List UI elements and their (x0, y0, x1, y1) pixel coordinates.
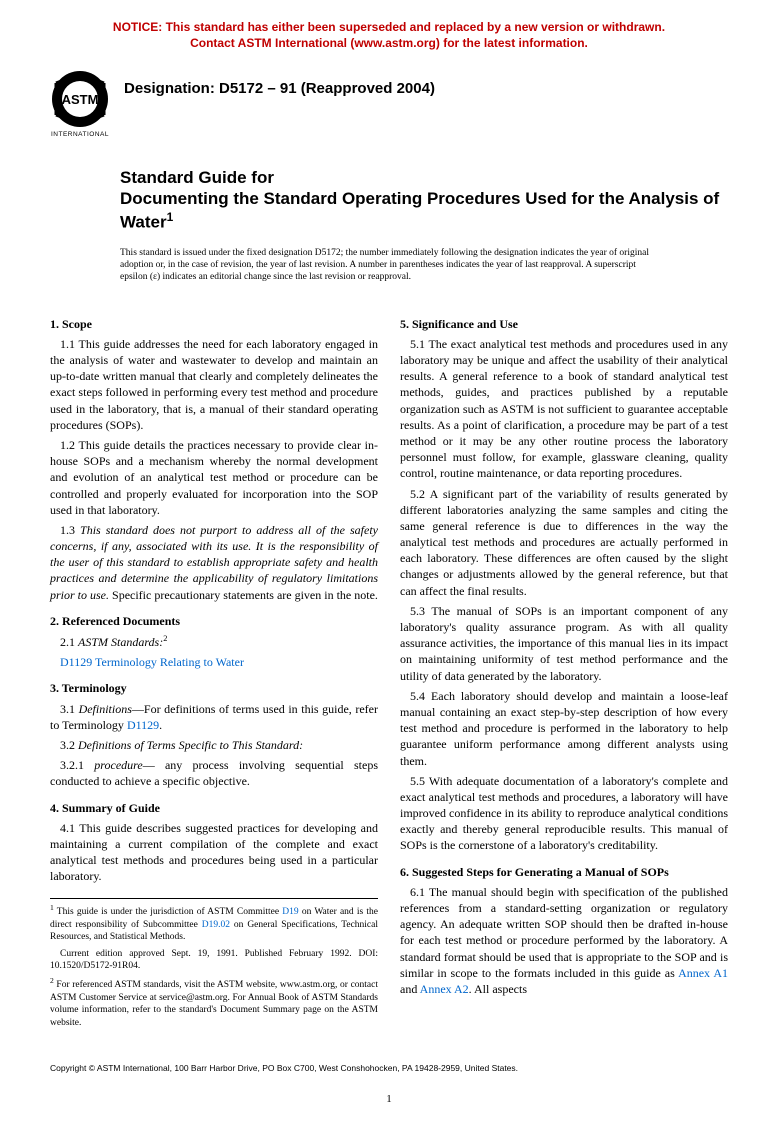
copyright-line: Copyright © ASTM International, 100 Barr… (50, 1063, 728, 1074)
title-footnote-ref: 1 (167, 210, 174, 224)
ref-d1129: D1129 Terminology Relating to Water (50, 654, 378, 670)
notice-line-2: Contact ASTM International (www.astm.org… (190, 36, 588, 50)
section-5-head: 5. Significance and Use (400, 316, 728, 332)
title-block: Standard Guide for Documenting the Stand… (120, 167, 728, 232)
para-6-1-b: and (400, 982, 420, 996)
section-1-head: 1. Scope (50, 316, 378, 332)
link-d1129-b[interactable]: D1129 (127, 718, 159, 732)
para-5-4: 5.4 Each laboratory should develop and m… (400, 688, 728, 769)
para-3-2: 3.2 Definitions of Terms Specific to Thi… (50, 737, 378, 753)
svg-text:INTERNATIONAL: INTERNATIONAL (51, 131, 109, 138)
para-6-1-c: . All aspects (469, 982, 527, 996)
footnote-2: 2 For referenced ASTM standards, visit t… (50, 976, 378, 1029)
link-d1129[interactable]: D1129 (60, 655, 92, 669)
para-3-2-num: 3.2 (60, 738, 78, 752)
para-3-2-italic: Definitions of Terms Specific to This St… (78, 738, 303, 752)
title-main-text: Documenting the Standard Operating Proce… (120, 189, 719, 231)
link-d19-02[interactable]: D19.02 (202, 920, 230, 930)
para-5-2: 5.2 A significant part of the variabilit… (400, 486, 728, 599)
para-3-1-num: 3.1 (60, 702, 79, 716)
right-column: 5. Significance and Use 5.1 The exact an… (400, 306, 728, 1033)
para-3-1-term: Definitions (79, 702, 132, 716)
header-row: ASTM INTERNATIONAL Designation: D5172 – … (50, 69, 728, 139)
footnote-1: 1 This guide is under the jurisdiction o… (50, 903, 378, 943)
para-1-1: 1.1 This guide addresses the need for ea… (50, 336, 378, 433)
footnote-1-edition: Current edition approved Sept. 19, 1991.… (50, 948, 378, 973)
para-3-1: 3.1 Definitions—For definitions of terms… (50, 701, 378, 733)
title-main: Documenting the Standard Operating Proce… (120, 188, 728, 232)
notice-line-1: NOTICE: This standard has either been su… (113, 20, 665, 34)
document-page: NOTICE: This standard has either been su… (0, 0, 778, 1127)
link-annex-a1[interactable]: Annex A1 (678, 966, 728, 980)
left-column: 1. Scope 1.1 This guide addresses the ne… (50, 306, 378, 1033)
para-2-1-num: 2.1 (60, 635, 78, 649)
para-1-3: 1.3 This standard does not purport to ad… (50, 522, 378, 603)
para-4-1: 4.1 This guide describes suggested pract… (50, 820, 378, 885)
para-1-2: 1.2 This guide details the practices nec… (50, 437, 378, 518)
para-2-1: 2.1 ASTM Standards:2 (50, 633, 378, 650)
section-2-head: 2. Referenced Documents (50, 613, 378, 629)
link-d1129-text[interactable]: Terminology Relating to Water (92, 655, 244, 669)
para-3-2-1-term: procedure (94, 758, 142, 772)
page-number: 1 (50, 1092, 728, 1107)
section-6-head: 6. Suggested Steps for Generating a Manu… (400, 864, 728, 880)
link-annex-a2[interactable]: Annex A2 (420, 982, 469, 996)
two-column-body: 1. Scope 1.1 This guide addresses the ne… (50, 306, 728, 1033)
svg-text:ASTM: ASTM (62, 92, 99, 107)
supersede-notice: NOTICE: This standard has either been su… (50, 20, 728, 51)
para-3-2-1: 3.2.1 procedure— any process involving s… (50, 757, 378, 789)
title-top: Standard Guide for (120, 167, 728, 188)
astm-logo: ASTM INTERNATIONAL (50, 69, 110, 139)
para-1-3-suffix: Specific precautionary statements are gi… (109, 588, 378, 602)
fn2-text: For referenced ASTM standards, visit the… (50, 980, 378, 1027)
section-4-head: 4. Summary of Guide (50, 800, 378, 816)
designation-text: Designation: D5172 – 91 (Reapproved 2004… (124, 69, 435, 99)
fn1-a: This guide is under the jurisdiction of … (54, 908, 282, 918)
para-1-3-prefix: 1.3 (60, 523, 80, 537)
footnotes: 1 This guide is under the jurisdiction o… (50, 898, 378, 1028)
para-5-5: 5.5 With adequate documentation of a lab… (400, 773, 728, 854)
para-5-1: 5.1 The exact analytical test methods an… (400, 336, 728, 482)
link-d19[interactable]: D19 (282, 908, 298, 918)
section-3-head: 3. Terminology (50, 680, 378, 696)
para-2-1-sup: 2 (163, 634, 167, 643)
para-5-3: 5.3 The manual of SOPs is an important c… (400, 603, 728, 684)
para-3-2-1-num: 3.2.1 (60, 758, 94, 772)
para-6-1: 6.1 The manual should begin with specifi… (400, 884, 728, 997)
para-2-1-italic: ASTM Standards: (78, 635, 163, 649)
issuance-note: This standard is issued under the fixed … (120, 247, 660, 284)
para-3-1-end: . (159, 718, 162, 732)
